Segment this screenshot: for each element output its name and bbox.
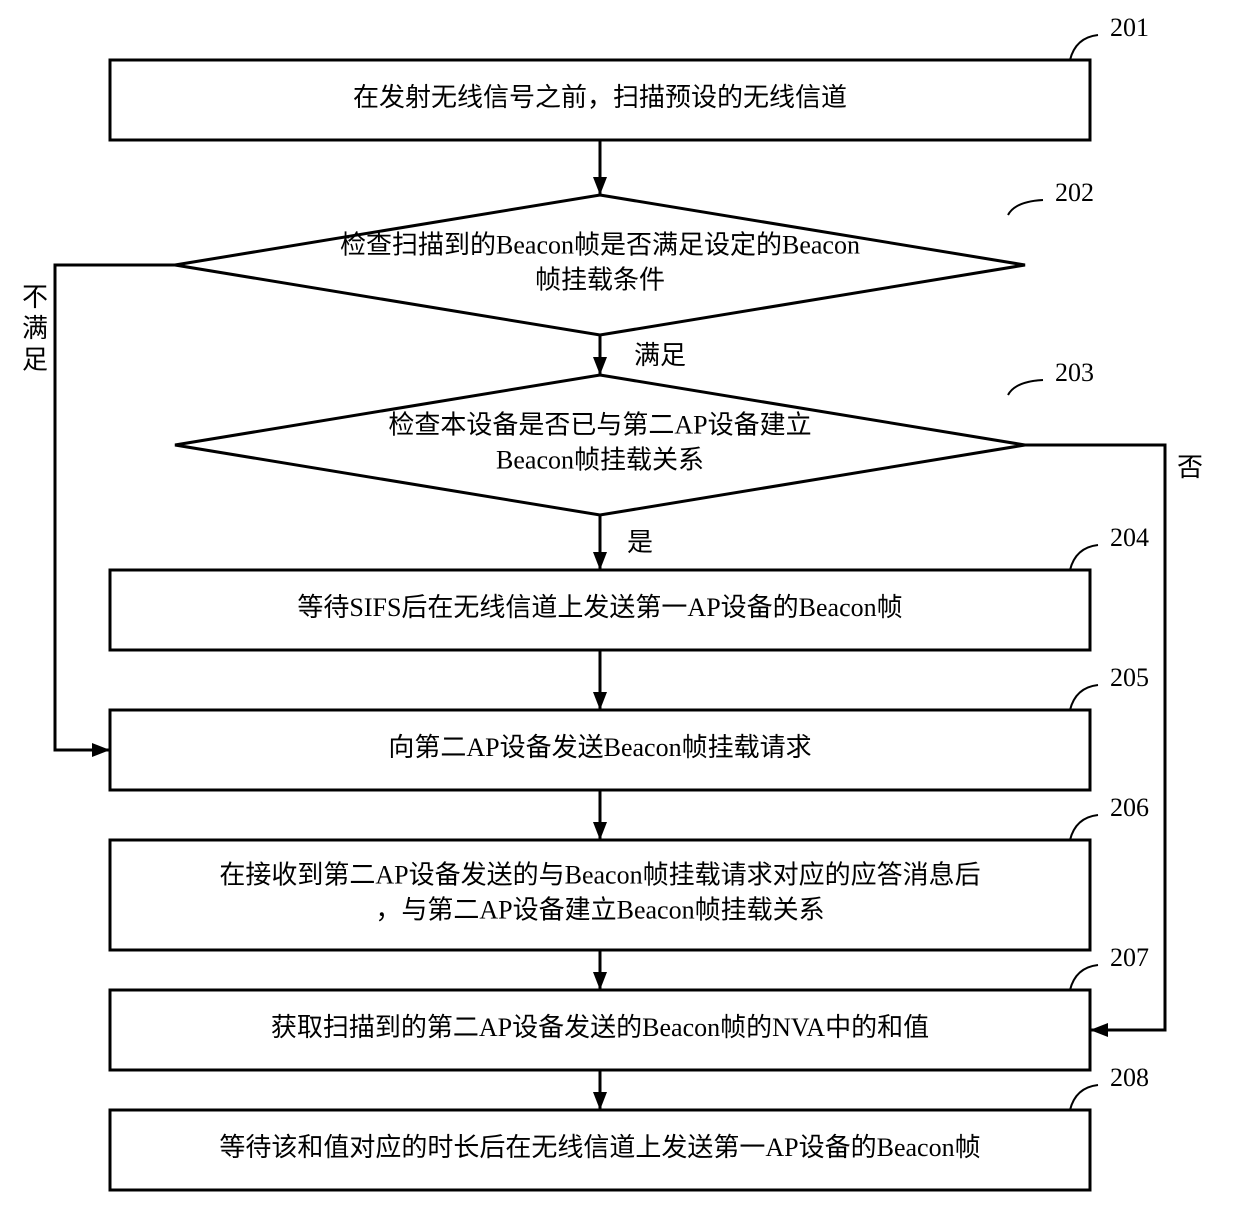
edge-label-8: 否 — [1177, 453, 1203, 482]
n205-label: 205 — [1110, 663, 1149, 692]
edge-label-1: 满足 — [634, 341, 686, 370]
n202-text: 检查扫描到的Beacon帧是否满足设定的Beacon — [340, 230, 860, 259]
n203-label: 203 — [1055, 358, 1094, 387]
edge-label-2: 是 — [627, 528, 653, 557]
n207-text: 获取扫描到的第二AP设备发送的Beacon帧的NVA中的和值 — [271, 1013, 929, 1042]
n206-text: ，与第二AP设备建立Beacon帧挂载关系 — [375, 896, 824, 925]
n206-text: 在接收到第二AP设备发送的与Beacon帧挂载请求对应的应答消息后 — [219, 860, 980, 889]
edge-vlabel-7-2: 足 — [22, 345, 48, 374]
n208-text: 等待该和值对应的时长后在无线信道上发送第一AP设备的Beacon帧 — [219, 1133, 980, 1162]
flowchart-canvas: 在发射无线信号之前，扫描预设的无线信道 201 检查扫描到的Beacon帧是否满足设… — [0, 0, 1240, 1210]
edge-vlabel-7-1: 满 — [22, 314, 48, 343]
n204-label: 204 — [1110, 523, 1149, 552]
n205-text: 向第二AP设备发送Beacon帧挂载请求 — [388, 733, 811, 762]
n206-label: 206 — [1110, 793, 1149, 822]
n202-label: 202 — [1055, 178, 1094, 207]
n207-label: 207 — [1110, 943, 1149, 972]
n201-label: 201 — [1110, 13, 1149, 42]
n203-text: Beacon帧挂载关系 — [496, 446, 704, 475]
n202-text: 帧挂载条件 — [535, 266, 665, 295]
edge-vlabel-7-0: 不 — [22, 283, 48, 312]
n208-label: 208 — [1110, 1063, 1149, 1092]
n201-text: 在发射无线信号之前，扫描预设的无线信道 — [353, 83, 847, 112]
n203-text: 检查本设备是否已与第二AP设备建立 — [388, 410, 811, 439]
n204-text: 等待SIFS后在无线信道上发送第一AP设备的Beacon帧 — [297, 593, 902, 622]
